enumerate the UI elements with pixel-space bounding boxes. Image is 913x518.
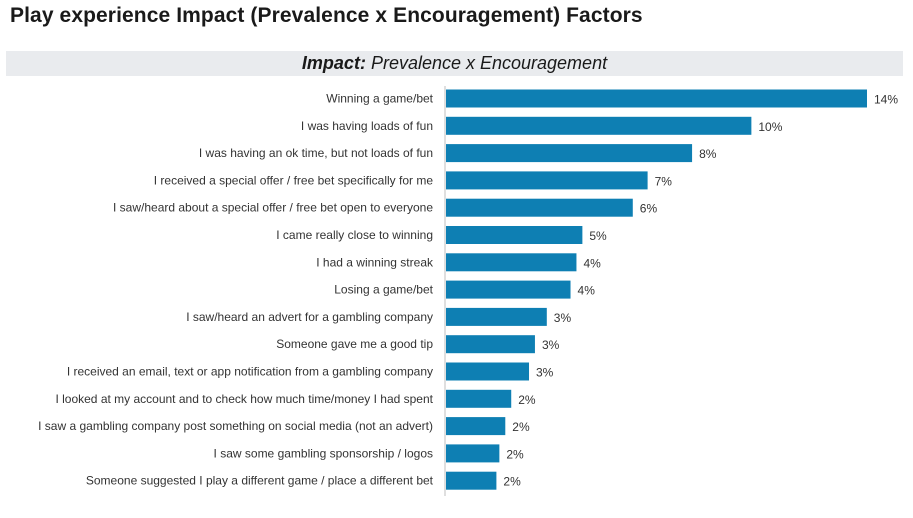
category-label: I saw/heard an advert for a gambling com…	[186, 310, 433, 324]
category-label: I had a winning streak	[316, 255, 434, 269]
bar	[446, 144, 693, 163]
category-label: I saw/heard about a special offer / free…	[113, 201, 433, 215]
category-label: I received a special offer / free bet sp…	[154, 173, 434, 187]
data-label: 10%	[758, 120, 782, 134]
data-label: 2%	[503, 475, 521, 489]
bar	[446, 89, 867, 108]
data-label: 14%	[874, 93, 898, 107]
bar	[446, 198, 633, 217]
bar	[446, 335, 535, 354]
data-label: 4%	[578, 284, 596, 298]
data-label: 3%	[542, 338, 560, 352]
data-label: 2%	[512, 420, 530, 434]
bar	[446, 116, 752, 135]
data-label: 2%	[518, 393, 536, 407]
category-label: I received an email, text or app notific…	[67, 365, 433, 379]
bar	[446, 389, 512, 408]
chart-subtitle-bar: Impact: Prevalence x Encouragement	[6, 51, 903, 76]
category-label: Someone gave me a good tip	[276, 337, 433, 351]
bar	[446, 444, 500, 463]
category-label: I saw a gambling company post something …	[38, 419, 433, 433]
data-label: 2%	[506, 447, 524, 461]
category-label: Winning a game/bet	[326, 92, 433, 106]
data-label: 8%	[699, 147, 717, 161]
bar	[446, 307, 547, 326]
category-label: I saw some gambling sponsorship / logos	[214, 446, 433, 460]
data-label: 6%	[640, 202, 658, 216]
bar	[446, 226, 583, 244]
data-label: 5%	[589, 229, 607, 243]
category-label: I was having loads of fun	[301, 119, 433, 133]
page-title: Play experience Impact (Prevalence x Enc…	[10, 4, 643, 27]
category-label: I came really close to winning	[276, 228, 433, 242]
category-label: Someone suggested I play a different gam…	[86, 474, 434, 488]
data-label: 3%	[536, 366, 554, 380]
subtitle-lead: Impact:	[301, 53, 366, 73]
category-label: I looked at my account and to check how …	[55, 392, 433, 406]
data-label: 4%	[583, 256, 601, 270]
bar	[446, 253, 577, 272]
bar	[446, 171, 648, 190]
category-label: Losing a game/bet	[334, 283, 433, 297]
category-label: I was having an ok time, but not loads o…	[199, 146, 433, 160]
data-label: 7%	[655, 174, 673, 188]
bar	[446, 417, 506, 436]
subtitle-rest: Prevalence x Encouragement	[365, 53, 608, 73]
bar	[446, 471, 497, 490]
data-label: 3%	[554, 311, 572, 325]
bar	[446, 362, 530, 381]
bar	[446, 280, 571, 299]
